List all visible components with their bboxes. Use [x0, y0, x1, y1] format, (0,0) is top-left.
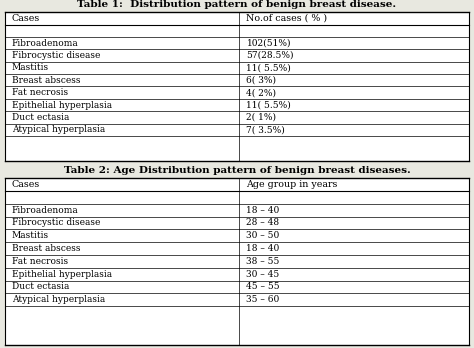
- Text: Table 1:  Distribution pattern of benign breast disease.: Table 1: Distribution pattern of benign …: [77, 0, 397, 9]
- Text: Fat necrosis: Fat necrosis: [12, 88, 68, 97]
- Bar: [5, 12, 469, 161]
- Text: 35 – 60: 35 – 60: [246, 295, 280, 304]
- Text: 6( 3%): 6( 3%): [246, 76, 276, 85]
- Text: 57(28.5%): 57(28.5%): [246, 51, 294, 60]
- Text: Atypical hyperplasia: Atypical hyperplasia: [12, 125, 105, 134]
- Text: Epithelial hyperplasia: Epithelial hyperplasia: [12, 270, 112, 279]
- Text: 18 – 40: 18 – 40: [246, 244, 280, 253]
- Text: Breast abscess: Breast abscess: [12, 76, 81, 85]
- Text: Duct ectasia: Duct ectasia: [12, 283, 69, 291]
- Text: Age group in years: Age group in years: [246, 180, 338, 189]
- Text: Fibrocystic disease: Fibrocystic disease: [12, 51, 100, 60]
- Text: 11( 5.5%): 11( 5.5%): [246, 101, 291, 110]
- Text: Cases: Cases: [12, 180, 40, 189]
- Text: Cases: Cases: [12, 14, 40, 23]
- Text: Fibrocystic disease: Fibrocystic disease: [12, 219, 100, 228]
- Text: Fibroadenoma: Fibroadenoma: [12, 39, 79, 48]
- Text: Duct ectasia: Duct ectasia: [12, 113, 69, 122]
- Text: Fat necrosis: Fat necrosis: [12, 257, 68, 266]
- Text: Epithelial hyperplasia: Epithelial hyperplasia: [12, 101, 112, 110]
- Text: 18 – 40: 18 – 40: [246, 206, 280, 215]
- Text: Mastitis: Mastitis: [12, 231, 49, 240]
- Text: Breast abscess: Breast abscess: [12, 244, 81, 253]
- Text: 11( 5.5%): 11( 5.5%): [246, 63, 291, 72]
- Text: 38 – 55: 38 – 55: [246, 257, 280, 266]
- Bar: [5, 178, 469, 345]
- Text: No.of cases ( % ): No.of cases ( % ): [246, 14, 328, 23]
- Text: 30 – 45: 30 – 45: [246, 270, 280, 279]
- Text: 4( 2%): 4( 2%): [246, 88, 276, 97]
- Text: 2( 1%): 2( 1%): [246, 113, 276, 122]
- Text: 7( 3.5%): 7( 3.5%): [246, 125, 285, 134]
- Text: 45 – 55: 45 – 55: [246, 283, 280, 291]
- Text: Mastitis: Mastitis: [12, 63, 49, 72]
- Text: Atypical hyperplasia: Atypical hyperplasia: [12, 295, 105, 304]
- Text: Table 2: Age Distribution pattern of benign breast diseases.: Table 2: Age Distribution pattern of ben…: [64, 166, 410, 175]
- Text: 102(51%): 102(51%): [246, 39, 291, 48]
- Text: 28 – 48: 28 – 48: [246, 219, 280, 228]
- Text: 30 – 50: 30 – 50: [246, 231, 280, 240]
- Text: Fibroadenoma: Fibroadenoma: [12, 206, 79, 215]
